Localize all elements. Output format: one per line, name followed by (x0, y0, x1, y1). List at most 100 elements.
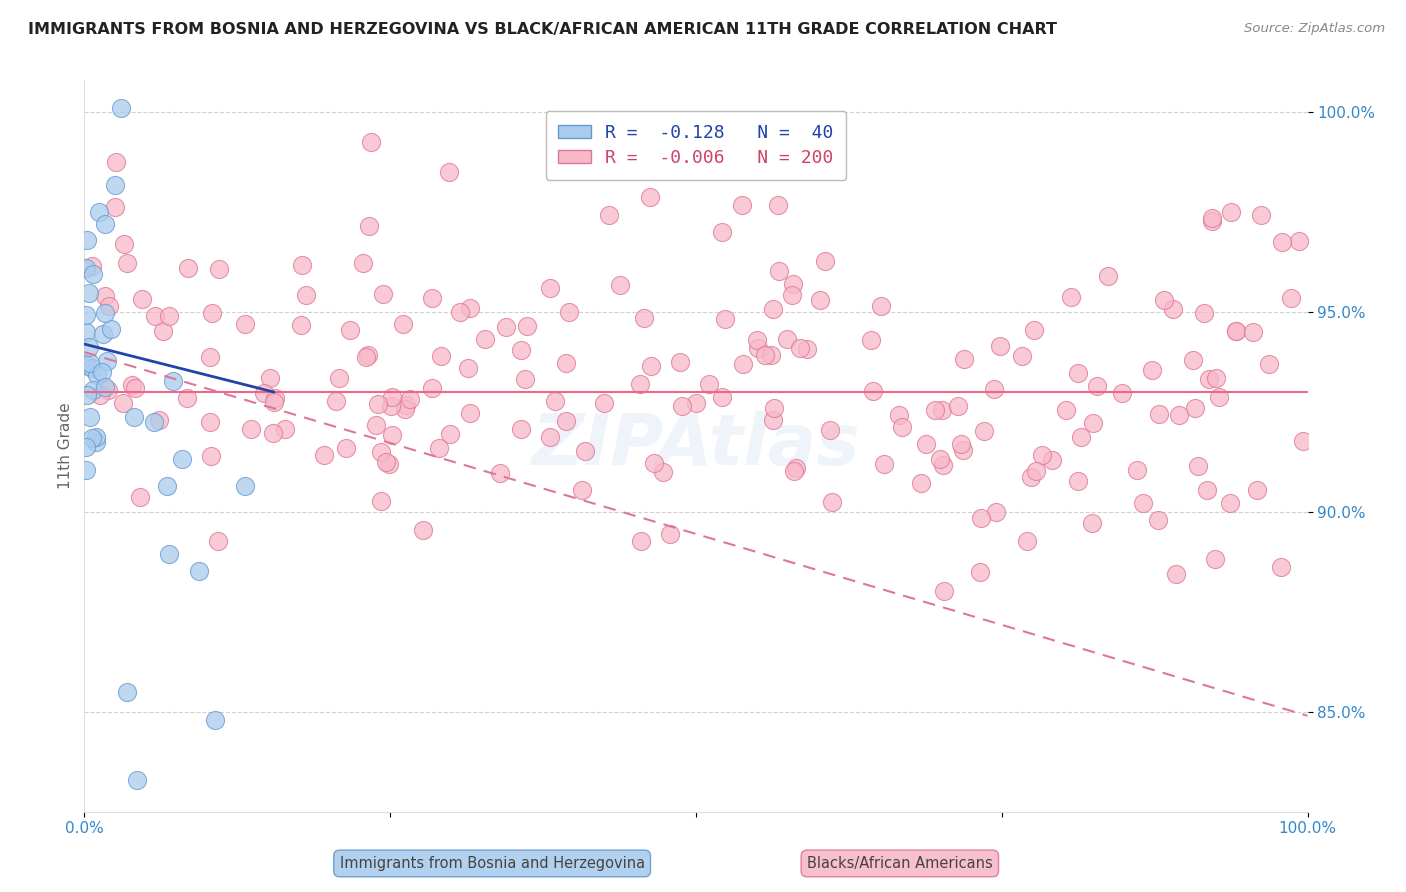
Point (157, 309, 180, 323)
Point (233, 318, 256, 332)
Point (489, 466, 512, 480)
Point (335, 441, 357, 455)
Point (142, 415, 165, 429)
Point (633, 310, 655, 325)
Point (117, 256, 139, 270)
Point (1097, 269, 1119, 284)
Point (658, 526, 681, 541)
Point (558, 305, 581, 319)
Point (1147, 513, 1170, 527)
Point (112, 236, 135, 251)
Point (263, 391, 285, 405)
Point (671, 399, 693, 413)
Point (439, 427, 461, 442)
Point (79, 409, 101, 424)
Point (1292, 434, 1315, 449)
Point (1054, 403, 1077, 417)
Point (1201, 214, 1223, 228)
Point (200, 350, 222, 364)
Point (928, 451, 950, 466)
Point (77, 359, 100, 374)
Point (79, 356, 101, 370)
Point (75, 325, 97, 339)
Point (204, 713, 226, 727)
Point (761, 348, 783, 362)
Point (156, 479, 179, 493)
Point (1270, 560, 1292, 574)
Point (357, 219, 380, 233)
Point (76, 233, 98, 247)
Point (354, 351, 377, 365)
Point (104, 200, 127, 214)
Point (162, 374, 184, 388)
Point (640, 359, 662, 374)
Point (208, 261, 231, 276)
Point (969, 566, 991, 580)
Point (1187, 459, 1209, 474)
Point (253, 386, 276, 401)
Point (731, 198, 754, 212)
Point (555, 356, 578, 370)
Point (259, 371, 281, 385)
Point (420, 381, 443, 395)
Point (775, 332, 797, 346)
Point (115, 685, 138, 699)
Point (713, 312, 735, 326)
Point (1167, 408, 1189, 422)
Point (121, 378, 143, 392)
Point (312, 448, 335, 462)
Point (75, 463, 97, 477)
Point (711, 390, 734, 404)
Point (1194, 306, 1216, 320)
Point (391, 317, 413, 331)
Point (970, 510, 993, 524)
Point (1241, 325, 1264, 339)
Point (510, 422, 533, 436)
Point (131, 293, 153, 307)
Point (1246, 483, 1268, 497)
Point (862, 384, 884, 399)
Point (870, 299, 893, 313)
Point (89, 387, 111, 401)
Point (685, 396, 707, 410)
Point (200, 449, 222, 463)
Point (381, 428, 404, 442)
Point (544, 394, 567, 409)
Point (412, 523, 434, 537)
Point (932, 584, 955, 599)
Point (274, 422, 297, 436)
Point (91, 327, 114, 342)
Point (474, 331, 496, 345)
Point (932, 458, 955, 472)
Point (983, 382, 1005, 396)
Point (1019, 470, 1042, 484)
Point (782, 288, 804, 302)
Point (295, 288, 318, 302)
Point (1250, 208, 1272, 222)
Point (516, 319, 538, 334)
Point (395, 398, 418, 412)
Point (1070, 430, 1092, 444)
Point (422, 291, 444, 305)
Point (429, 349, 451, 363)
Point (188, 564, 211, 578)
Point (538, 430, 561, 444)
Point (1161, 301, 1184, 316)
Point (1126, 463, 1149, 477)
Point (1208, 390, 1230, 404)
Point (1067, 366, 1090, 380)
Point (370, 493, 392, 508)
Point (745, 333, 768, 347)
Point (128, 490, 150, 504)
Point (910, 476, 932, 491)
Point (458, 301, 481, 315)
Point (1225, 324, 1247, 338)
Point (952, 442, 974, 457)
Point (352, 256, 374, 270)
Point (143, 310, 166, 324)
Point (1083, 417, 1105, 431)
Point (290, 318, 312, 332)
Legend: R =  -0.128   N =  40, R =  -0.006   N = 200: R = -0.128 N = 40, R = -0.006 N = 200 (546, 112, 846, 180)
Point (371, 286, 394, 301)
Point (377, 457, 399, 471)
